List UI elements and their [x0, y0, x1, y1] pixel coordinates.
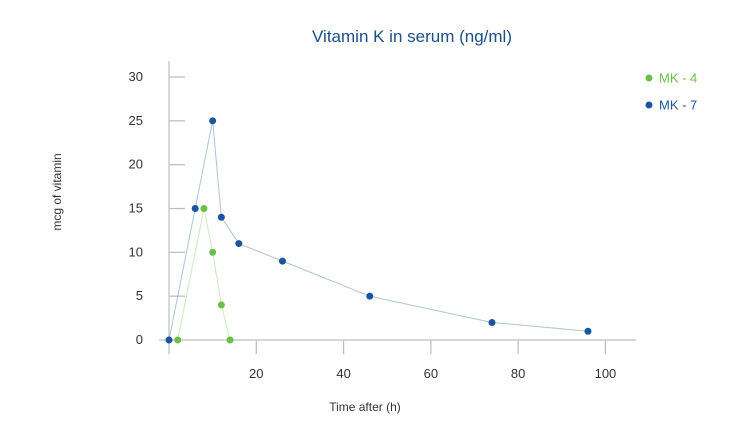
y-tick-label: 5	[136, 288, 143, 303]
y-tick-label: 10	[129, 244, 143, 259]
y-tick-label: 25	[129, 113, 143, 128]
legend-label: MK - 4	[659, 71, 697, 86]
legend: MK - 4 MK - 7	[645, 71, 697, 113]
x-axis: 20 40 60 80 100	[249, 340, 616, 381]
x-tick-label: 40	[336, 366, 350, 381]
series-line-1	[177, 208, 231, 341]
x-tick-label: 80	[511, 366, 525, 381]
data-point	[235, 240, 243, 248]
legend-label: MK - 7	[659, 98, 697, 113]
x-tick-label: 60	[424, 366, 438, 381]
y-axis-label: mcg of vitamin	[50, 153, 64, 230]
data-point	[217, 301, 225, 309]
series-layer	[165, 117, 592, 344]
data-point	[200, 205, 208, 212]
data-point	[226, 336, 234, 344]
legend-marker	[645, 74, 653, 82]
data-point	[174, 336, 182, 344]
y-tick-label: 20	[129, 157, 143, 172]
legend-marker	[645, 101, 653, 109]
y-axis: 0 5 10 15 20 25 30	[129, 69, 185, 347]
data-point	[191, 205, 199, 212]
x-axis-label: Time after (h)	[329, 400, 401, 414]
data-point	[488, 318, 496, 326]
chart-title: Vitamin K in serum (ng/ml)	[312, 27, 512, 46]
data-point	[366, 292, 374, 300]
series-line-2	[168, 120, 589, 341]
data-point	[217, 213, 225, 221]
data-point	[209, 248, 217, 256]
y-tick-label: 15	[129, 201, 143, 216]
data-point	[165, 336, 173, 344]
y-tick-label: 30	[129, 69, 143, 84]
data-point	[278, 257, 286, 265]
x-tick-label: 20	[249, 366, 263, 381]
data-point	[584, 327, 592, 335]
y-tick-label: 0	[136, 332, 143, 347]
data-point	[209, 117, 217, 125]
x-tick-label: 100	[595, 366, 617, 381]
